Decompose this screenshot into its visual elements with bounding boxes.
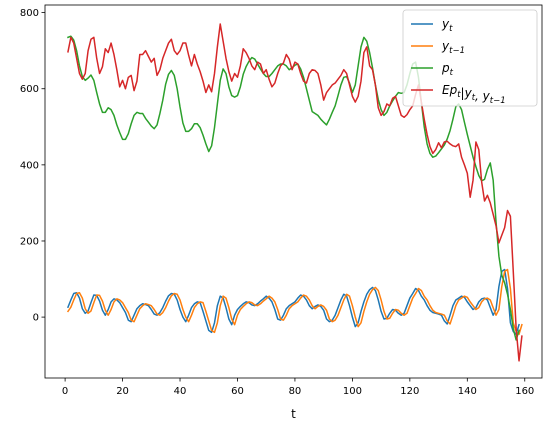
series-lines [66,23,523,362]
y-tick-label: 200 [20,236,39,247]
series-line-4 [67,23,523,362]
x-tick-label: 0 [62,386,68,397]
x-tick-label: 140 [458,386,477,397]
legend-label: pt [441,61,454,78]
x-axis-ticks: 0 20 40 60 80 100 120 140 160 [62,378,534,397]
legend: yt yt−1 pt Ept|yt, yt−1 [402,9,538,107]
legend-label: yt−1 [441,39,465,56]
x-tick-label: 20 [116,386,129,397]
legend-box [402,9,538,107]
y-tick-label: 600 [20,84,39,95]
x-tick-label: 120 [400,386,419,397]
x-tick-label: 40 [174,386,187,397]
x-tick-label: 160 [515,386,534,397]
x-tick-label: 100 [343,386,362,397]
legend-label: yt [441,17,453,34]
series-line-2 [66,268,523,335]
series-line-1 [67,268,520,335]
y-tick-label: 400 [20,160,39,171]
y-axis-ticks: 0 200 400 600 800 [20,8,45,324]
y-tick-label: 800 [20,8,39,19]
x-axis-label: t [291,407,296,421]
x-tick-label: 60 [231,386,244,397]
legend-label: Ept|yt, yt−1 [442,83,506,106]
y-tick-label: 0 [33,313,39,324]
x-tick-label: 80 [289,386,302,397]
